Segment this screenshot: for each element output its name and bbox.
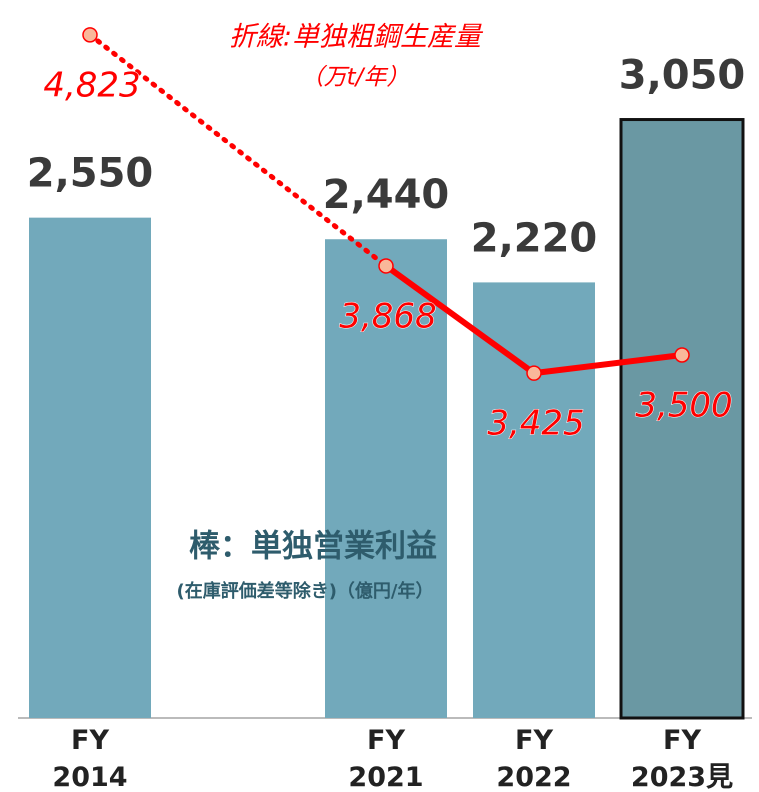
bar	[29, 217, 151, 718]
annotation: （万t/年）	[301, 65, 410, 91]
x-tick-label: FY 2014	[52, 725, 128, 792]
x-tick-label: FY 2021	[348, 725, 424, 792]
line-value-label: 4,823	[43, 65, 140, 105]
line-value-label: 3,425	[487, 404, 584, 444]
annotation: 棒：単独営業利益	[189, 529, 437, 565]
bar-value-label: 2,440	[323, 172, 450, 218]
bar	[325, 239, 447, 719]
bar-value-label: 2,220	[471, 215, 598, 261]
line-marker	[674, 347, 690, 363]
line-value-label: 3,500	[635, 386, 732, 426]
annotation: 折線:単独粗鋼生産量	[229, 22, 484, 53]
line	[383, 262, 537, 377]
annotation: (在庫評価差等除き)（億円/年）	[176, 580, 433, 602]
bar-value-label: 2,550	[27, 151, 154, 197]
bar	[619, 118, 745, 720]
line-marker	[526, 365, 542, 381]
line	[531, 352, 685, 377]
line-marker	[82, 27, 98, 43]
bar-value-label: 3,050	[619, 53, 746, 99]
x-tick-label: FY 2022	[496, 725, 572, 792]
bar	[473, 282, 595, 718]
line-marker	[378, 258, 394, 274]
line-value-label: 3,868	[339, 296, 436, 336]
x-tick-label: FY 2023見	[630, 725, 734, 792]
line-dotted	[87, 32, 389, 269]
